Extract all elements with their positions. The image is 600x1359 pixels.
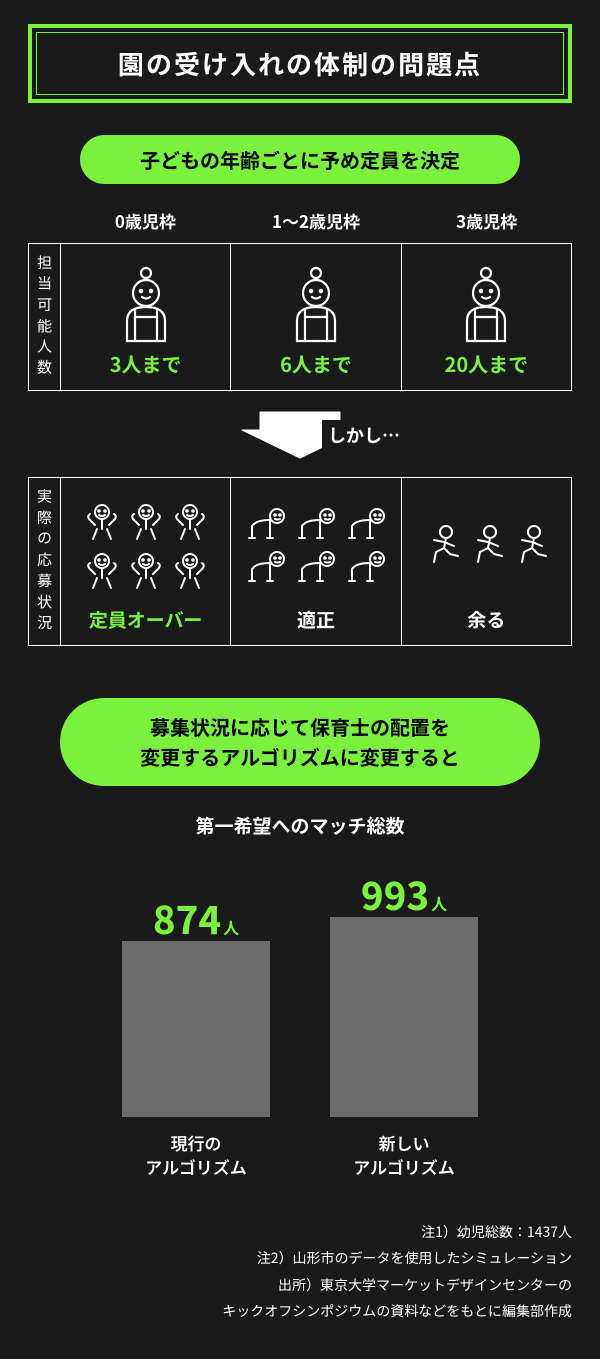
child-icon <box>126 549 166 596</box>
note-line: 注1）幼児総数：1437人 <box>28 1219 572 1246</box>
subtitle-pill-1: 子どもの年齢ごとに予め定員を決定 <box>80 135 520 184</box>
chart-title: 第一希望へのマッチ総数 <box>28 812 572 839</box>
capacity-value: 20人まで <box>445 349 529 378</box>
kids-group <box>237 500 394 596</box>
child-icon <box>243 506 289 547</box>
transition-arrow: しかし… <box>28 407 572 463</box>
arrow-label: しかし… <box>322 420 406 450</box>
bar-unit: 人 <box>431 891 447 915</box>
bar-rect <box>330 917 478 1117</box>
child-icon <box>243 549 289 590</box>
bar-column: 874人 <box>116 899 276 1117</box>
bar-label: 現行の アルゴリズム <box>116 1131 276 1179</box>
bar-number: 874 <box>153 890 221 945</box>
bar-chart: 874人 993人 <box>28 857 572 1117</box>
kids-group <box>408 500 565 596</box>
situation-cell: 定員オーバー <box>61 478 231 645</box>
child-icon <box>466 524 506 573</box>
kids-group <box>67 500 224 596</box>
bar-value: 993人 <box>361 875 447 913</box>
col-header: 0歳児枠 <box>60 208 231 243</box>
bar-label: 新しい アルゴリズム <box>324 1131 484 1179</box>
col-header: 3歳児枠 <box>401 208 572 243</box>
status-label: 余る <box>467 606 505 633</box>
child-icon <box>293 549 339 590</box>
page-title: 園の受け入れの体制の問題点 <box>36 32 564 95</box>
footnotes: 注1）幼児総数：1437人 注2）山形市のデータを使用したシミュレーション 出所… <box>28 1219 572 1325</box>
note-line: 注2）山形市のデータを使用したシミュレーション <box>28 1245 572 1272</box>
capacity-value: 6人まで <box>280 349 352 378</box>
capacity-value: 3人まで <box>110 349 182 378</box>
child-icon <box>82 549 122 596</box>
child-icon <box>126 500 166 547</box>
capacity-cell: 6人まで <box>231 244 401 390</box>
situation-cell: 余る <box>402 478 571 645</box>
row-label-capacity: 担当可能人数 <box>29 244 61 390</box>
age-headers: 0歳児枠 1〜2歳児枠 3歳児枠 <box>60 208 572 243</box>
pill2-line2: 変更するアルゴリズムに変更すると <box>140 742 459 771</box>
child-icon <box>510 524 550 573</box>
bar-value: 874人 <box>153 899 239 937</box>
child-icon <box>422 524 462 573</box>
child-icon <box>170 549 210 596</box>
child-icon <box>343 549 389 590</box>
bar-number: 993 <box>361 866 429 921</box>
situation-table: 実際の応募状況 定員オーバー 適正 余る <box>28 477 572 646</box>
status-label: 定員オーバー <box>89 606 203 633</box>
capacity-table: 担当可能人数 3人まで <box>28 243 572 391</box>
status-label: 適正 <box>297 606 335 633</box>
child-icon <box>170 500 210 547</box>
child-icon <box>293 506 339 547</box>
note-line: 出所）東京大学マーケットデザインセンターの <box>28 1272 572 1299</box>
capacity-cell: 3人まで <box>61 244 231 390</box>
caregiver-icon <box>283 265 349 343</box>
subtitle-pill-2: 募集状況に応じて保育士の配置を 変更するアルゴリズムに変更すると <box>60 698 540 786</box>
capacity-cell: 20人まで <box>402 244 571 390</box>
bar-rect <box>122 941 270 1117</box>
bar-column: 993人 <box>324 875 484 1117</box>
caregiver-icon <box>113 265 179 343</box>
bar-unit: 人 <box>223 915 239 939</box>
col-header: 1〜2歳児枠 <box>231 208 402 243</box>
caregiver-icon <box>453 265 519 343</box>
row-label-situation: 実際の応募状況 <box>29 478 61 645</box>
title-box: 園の受け入れの体制の問題点 <box>28 24 572 103</box>
situation-cell: 適正 <box>231 478 401 645</box>
pill2-line1: 募集状況に応じて保育士の配置を <box>150 712 450 741</box>
child-icon <box>343 506 389 547</box>
note-line: キックオフシンポジウムの資料などをもとに編集部作成 <box>28 1298 572 1325</box>
child-icon <box>82 500 122 547</box>
